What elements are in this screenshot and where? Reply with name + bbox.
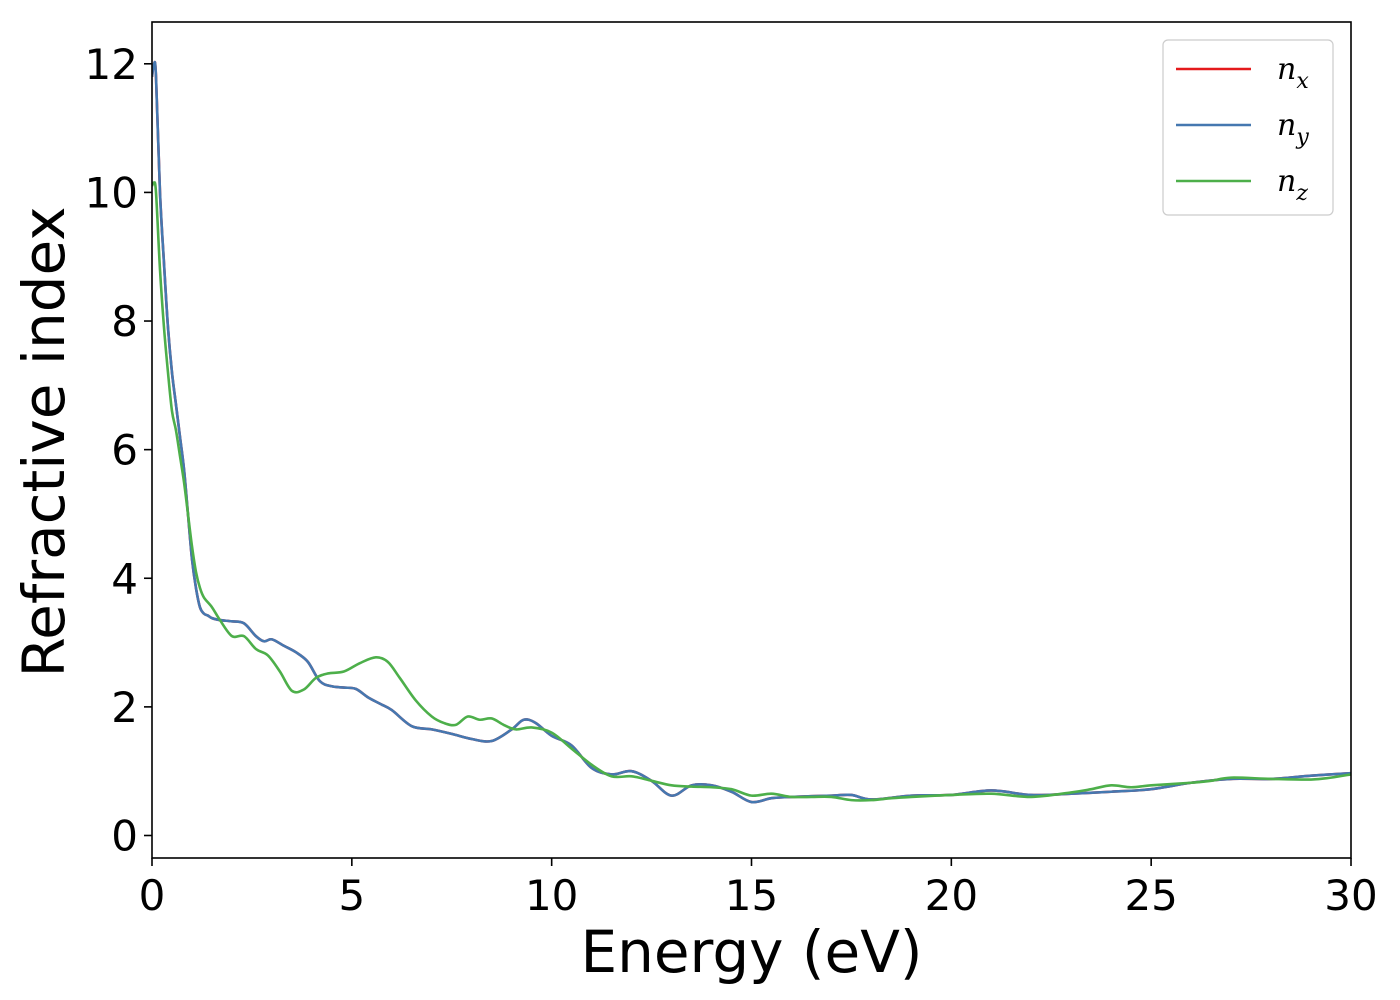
- plot-lines: [152, 60, 1351, 804]
- x-tick-label: 30: [1324, 871, 1377, 920]
- x-axis-title: Energy (eV): [580, 918, 922, 986]
- legend: nx ny nz: [1162, 39, 1334, 216]
- y-tick-label: 4: [111, 554, 138, 603]
- y-tick-label: 6: [111, 426, 138, 475]
- y-tick-label: 8: [111, 297, 138, 346]
- y-tick-label: 0: [111, 811, 138, 860]
- x-axis: 0 5 10 15 20 25 30: [139, 858, 1378, 920]
- x-tick-label: 10: [525, 871, 578, 920]
- y-tick-label: 2: [111, 683, 138, 732]
- y-axis-title: Refractive index: [10, 206, 78, 677]
- x-tick-label: 20: [925, 871, 978, 920]
- x-tick-label: 25: [1124, 871, 1177, 920]
- y-tick-label: 12: [85, 40, 138, 89]
- x-tick-label: 0: [139, 871, 166, 920]
- legend-label-x: nx: [1277, 52, 1309, 94]
- legend-label-y: ny: [1277, 108, 1309, 150]
- series-line-z: [152, 181, 1351, 802]
- x-tick-label: 5: [338, 871, 365, 920]
- y-axis: 0 2 4 6 8 10 12: [85, 40, 152, 860]
- legend-box: [1162, 39, 1334, 216]
- legend-label-z: nz: [1277, 164, 1308, 206]
- x-tick-label: 15: [725, 871, 778, 920]
- y-tick-label: 10: [85, 168, 138, 217]
